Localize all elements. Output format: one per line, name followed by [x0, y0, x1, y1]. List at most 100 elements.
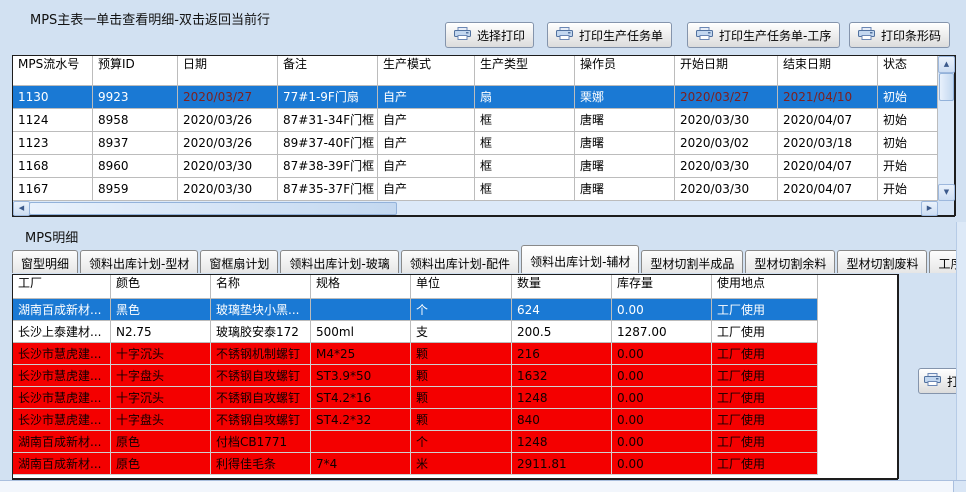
table-cell[interactable]: 唐曙 — [575, 132, 675, 155]
column-header[interactable]: MPS流水号 — [13, 56, 93, 86]
column-header[interactable]: 单位 — [411, 275, 512, 299]
table-cell[interactable]: M4*25 — [311, 343, 411, 365]
table-cell[interactable]: 工厂使用 — [712, 321, 818, 343]
column-header[interactable]: 生产类型 — [475, 56, 575, 86]
table-cell[interactable]: 2020/03/18 — [778, 132, 878, 155]
table-cell[interactable]: 开始 — [878, 155, 938, 178]
table-cell[interactable]: 湖南百成新材... — [13, 299, 111, 321]
table-cell[interactable]: 87#35-37F门框 — [278, 178, 378, 201]
table-cell[interactable]: 黑色 — [111, 299, 211, 321]
table-cell[interactable]: 玻璃胶安泰172 — [211, 321, 311, 343]
column-header[interactable]: 生产模式 — [378, 56, 475, 86]
master-vertical-scrollbar[interactable]: ▲ ▼ — [938, 56, 955, 201]
table-cell[interactable] — [311, 299, 411, 321]
scroll-right-button[interactable]: ▶ — [921, 201, 938, 216]
table-row[interactable]: 1168 8960 2020/03/30 87#38-39F门框 自产框唐曙 2020/0… — [13, 155, 938, 178]
table-cell[interactable]: 原色 — [111, 453, 211, 475]
column-header[interactable]: 结束日期 — [778, 56, 878, 86]
table-cell[interactable]: 初始 — [878, 86, 938, 109]
table-cell[interactable]: 7*4 — [311, 453, 411, 475]
table-cell[interactable]: ST3.9*50 — [311, 365, 411, 387]
table-cell[interactable]: 87#31-34F门框 — [278, 109, 378, 132]
column-header[interactable]: 开始日期 — [675, 56, 778, 86]
table-cell[interactable]: 89#37-40F门框 — [278, 132, 378, 155]
table-cell[interactable]: 长沙上泰建材... — [13, 321, 111, 343]
table-cell[interactable]: 624 — [512, 299, 612, 321]
vertical-scroll-thumb[interactable] — [939, 73, 954, 101]
table-row[interactable]: 1123 8937 2020/03/26 89#37-40F门框 自产框唐曙 2020/0… — [13, 132, 938, 155]
table-cell[interactable]: 栗娜 — [575, 86, 675, 109]
table-cell[interactable]: 1130 — [13, 86, 93, 109]
table-row[interactable]: 1124 8958 2020/03/26 87#31-34F门框 自产框唐曙 2020/0… — [13, 109, 938, 132]
table-cell[interactable]: 长沙市慧虎建... — [13, 343, 111, 365]
table-cell[interactable]: 840 — [512, 409, 612, 431]
print-barcode-button[interactable]: 打印条形码 — [849, 22, 951, 48]
table-cell[interactable]: 2021/04/10 — [778, 86, 878, 109]
table-cell[interactable]: 颗 — [411, 409, 512, 431]
table-cell[interactable]: 玻璃垫块小黑... — [211, 299, 311, 321]
column-header[interactable]: 工厂 — [13, 275, 111, 299]
window-horizontal-scrollbar[interactable] — [0, 480, 966, 492]
table-cell[interactable]: 2020/03/27 — [178, 86, 278, 109]
table-cell[interactable]: N2.75 — [111, 321, 211, 343]
table-cell[interactable]: 利得佳毛条 — [211, 453, 311, 475]
tab[interactable]: 型材切割半成品 — [641, 250, 744, 273]
scroll-up-button[interactable]: ▲ — [938, 56, 955, 73]
table-cell[interactable]: 湖南百成新材... — [13, 453, 111, 475]
table-cell[interactable]: 2020/03/26 — [178, 109, 278, 132]
table-cell[interactable]: 不锈钢自攻螺钉 — [211, 365, 311, 387]
table-cell[interactable]: 2020/04/07 — [778, 178, 878, 201]
table-cell[interactable]: 1287.00 — [612, 321, 712, 343]
table-cell[interactable]: 自产 — [378, 109, 475, 132]
table-cell[interactable]: 付档CB1771 — [211, 431, 311, 453]
master-horizontal-scrollbar[interactable]: ◀ ▶ — [13, 201, 938, 216]
table-cell[interactable]: 自产 — [378, 132, 475, 155]
table-cell[interactable]: 0.00 — [612, 453, 712, 475]
table-cell[interactable]: 0.00 — [612, 431, 712, 453]
table-cell[interactable]: 2020/03/27 — [675, 86, 778, 109]
table-row[interactable]: 1130 9923 2020/03/27 77#1-9F门扇 自产扇栗娜 2020/03/… — [13, 86, 938, 109]
table-cell[interactable]: ST4.2*16 — [311, 387, 411, 409]
window-vertical-scrollbar[interactable] — [956, 222, 966, 481]
table-cell[interactable]: 长沙市慧虎建... — [13, 387, 111, 409]
table-cell[interactable]: 工厂使用 — [712, 431, 818, 453]
table-cell[interactable]: 自产 — [378, 86, 475, 109]
table-cell[interactable]: 框 — [475, 132, 575, 155]
table-cell[interactable]: 2020/03/30 — [675, 155, 778, 178]
table-cell[interactable]: 框 — [475, 178, 575, 201]
column-header[interactable]: 备注 — [278, 56, 378, 86]
table-cell[interactable]: 200.5 — [512, 321, 612, 343]
column-header[interactable]: 数量 — [512, 275, 612, 299]
column-header[interactable]: 操作员 — [575, 56, 675, 86]
table-cell[interactable]: 8959 — [93, 178, 178, 201]
table-cell[interactable]: 自产 — [378, 155, 475, 178]
table-cell[interactable]: 500ml — [311, 321, 411, 343]
table-cell[interactable]: 2020/03/26 — [178, 132, 278, 155]
table-cell[interactable]: 颗 — [411, 343, 512, 365]
table-cell[interactable]: 2020/03/30 — [675, 178, 778, 201]
table-cell[interactable]: 个 — [411, 299, 512, 321]
table-cell[interactable]: 扇 — [475, 86, 575, 109]
column-header[interactable]: 颜色 — [111, 275, 211, 299]
table-cell[interactable]: 米 — [411, 453, 512, 475]
table-cell[interactable]: 1248 — [512, 431, 612, 453]
table-cell[interactable]: 0.00 — [612, 343, 712, 365]
table-cell[interactable]: 0.00 — [612, 387, 712, 409]
table-row[interactable]: 1167 8959 2020/03/30 87#35-37F门框 自产框唐曙 2020/0… — [13, 178, 938, 201]
table-cell[interactable]: 77#1-9F门扇 — [278, 86, 378, 109]
table-row[interactable]: 湖南百成新材... 原色 付档CB1771 个 1248 0.00 工厂使用 — [13, 431, 818, 453]
table-cell[interactable]: 8960 — [93, 155, 178, 178]
horizontal-scroll-thumb[interactable] — [29, 202, 397, 215]
tab[interactable]: 型材切割废料 — [837, 250, 928, 273]
table-cell[interactable]: 框 — [475, 155, 575, 178]
table-cell[interactable]: 十字盘头 — [111, 365, 211, 387]
table-cell[interactable]: 2020/03/30 — [178, 155, 278, 178]
table-cell[interactable]: 1248 — [512, 387, 612, 409]
tab[interactable]: 型材切割余料 — [745, 250, 836, 273]
table-cell[interactable]: 87#38-39F门框 — [278, 155, 378, 178]
table-cell[interactable]: 2020/04/07 — [778, 155, 878, 178]
table-cell[interactable]: 开始 — [878, 178, 938, 201]
print-task-sheet-process-button[interactable]: 打印生产任务单-工序 — [687, 22, 841, 48]
table-cell[interactable]: 不锈钢自攻螺钉 — [211, 387, 311, 409]
tab[interactable]: 领料出库计划-型材 — [80, 250, 199, 273]
